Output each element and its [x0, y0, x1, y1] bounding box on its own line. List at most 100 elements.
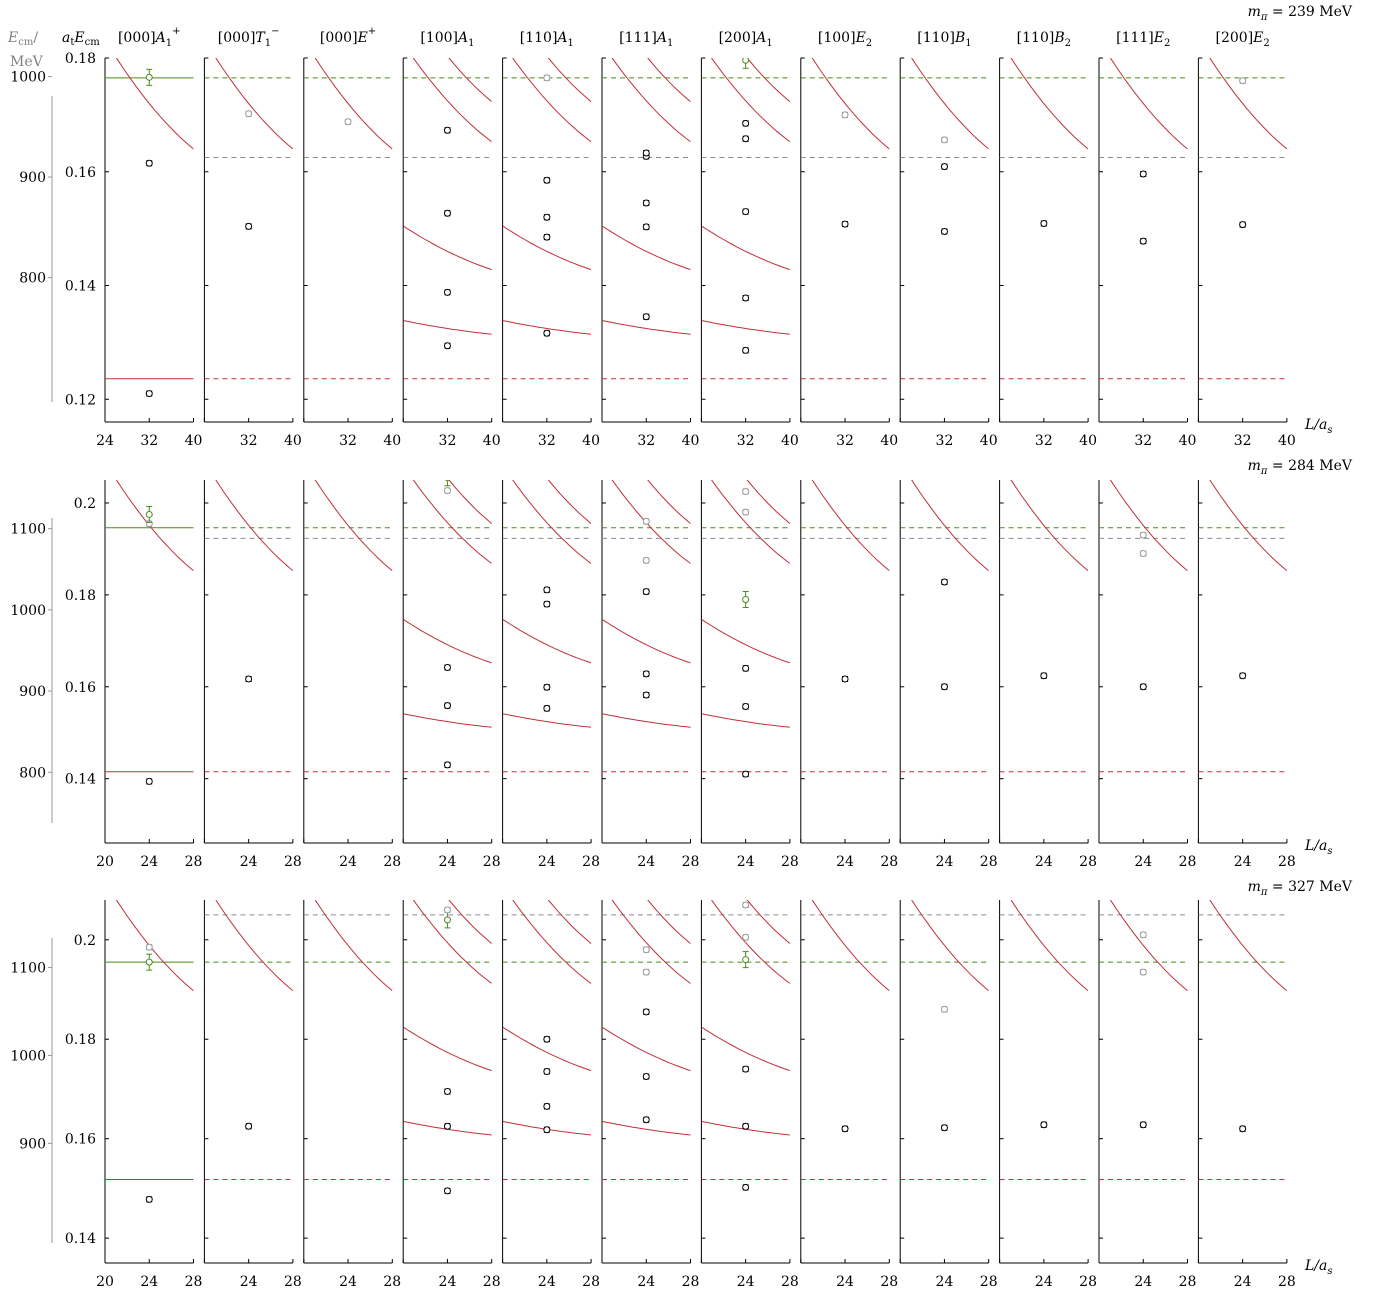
- energy-curve: [911, 900, 989, 992]
- data-point: [1139, 968, 1147, 976]
- x-tick-label: 24: [538, 1274, 556, 1290]
- x-tick-label: 24: [1134, 854, 1152, 870]
- data-point: [543, 74, 551, 82]
- data-point: [642, 1073, 650, 1081]
- x-tick-label: 24: [737, 1274, 755, 1290]
- panel: 24 28: [700, 900, 799, 1290]
- data-point: [543, 1102, 551, 1110]
- panel-content: [204, 900, 293, 1180]
- data-point: [742, 294, 750, 302]
- x-tick-label: 24: [439, 1274, 457, 1290]
- x-tick-label: 24: [339, 1274, 357, 1290]
- data-point: [544, 454, 550, 460]
- x-tick-label: 28: [582, 1274, 600, 1290]
- data-point: [443, 916, 451, 924]
- data-point: [1139, 683, 1147, 691]
- energy-curve: [811, 480, 890, 572]
- x-tick-label: 24: [1134, 1274, 1152, 1290]
- panel: 24 28: [1098, 480, 1196, 870]
- energy-curve: [602, 320, 691, 335]
- mev-tick-label: 1000: [10, 70, 46, 86]
- x-tick-label: 24: [538, 854, 556, 870]
- irrep-label: [111]E2: [1116, 30, 1170, 49]
- x-tick-label: 40: [1079, 433, 1097, 449]
- mev-tick-label: 900: [19, 170, 46, 186]
- panel: 24 28: [1197, 900, 1296, 1290]
- data-point: [742, 664, 750, 672]
- data-point: [145, 943, 153, 951]
- energy-curve: [412, 900, 492, 984]
- energy-curve: [710, 58, 790, 143]
- data-point: [1139, 931, 1147, 939]
- panel: 32 40: [203, 57, 302, 449]
- panel-content: [105, 58, 194, 398]
- x-tick-label: 24: [1234, 854, 1252, 870]
- energy-curve: [701, 618, 790, 664]
- x-axis-label: L/as: [1304, 1258, 1333, 1277]
- mev-tick-label: 800: [19, 271, 46, 287]
- data-point: [642, 691, 650, 699]
- data-point: [444, 454, 450, 460]
- y-tick-label: 0.2: [74, 496, 96, 512]
- x-tick-label: 28: [284, 854, 302, 870]
- panel: 24 28: [700, 480, 799, 870]
- panel-content: [999, 480, 1089, 773]
- data-point: [1239, 221, 1247, 229]
- energy-curve: [1209, 900, 1287, 992]
- energy-curve: [710, 900, 790, 984]
- data-point: [444, 480, 451, 482]
- y-tick-label: 0.16: [65, 680, 96, 696]
- irrep-label: [110]A1: [520, 30, 574, 49]
- x-tick-label: 32: [339, 433, 357, 449]
- y-tick-label: 0.14: [65, 1231, 96, 1247]
- panel: 24 28: [601, 480, 700, 870]
- x-tick-label: 40: [1179, 433, 1197, 449]
- x-tick-label: 24: [1035, 854, 1053, 870]
- x-tick-label: 24: [836, 854, 854, 870]
- panel-content: [1099, 58, 1188, 380]
- energy-curve: [602, 618, 691, 664]
- panel: 24 32 40: [96, 57, 202, 449]
- data-point: [1139, 1121, 1147, 1129]
- energy-curve: [602, 1120, 691, 1136]
- energy-curve: [512, 480, 592, 564]
- data-point: [145, 159, 153, 167]
- data-point: [940, 227, 948, 235]
- data-point: [543, 176, 551, 184]
- energy-curve: [314, 480, 393, 572]
- data-point: [642, 670, 650, 678]
- x-tick-label: 24: [240, 1274, 258, 1290]
- panel-content: [1198, 900, 1287, 1180]
- data-point: [145, 1195, 153, 1203]
- energy-curve: [403, 1026, 492, 1072]
- axis-labels: Ecm/ MeV atEcm: [7, 30, 100, 70]
- data-point: [742, 135, 750, 143]
- data-point: [443, 342, 451, 350]
- panel-content: [602, 58, 691, 380]
- mev-tick-label: 1000: [10, 1048, 46, 1064]
- mev-tick-label: 1100: [10, 961, 46, 977]
- data-point: [1139, 170, 1147, 178]
- x-tick-label: 28: [284, 1274, 302, 1290]
- panel: 20 24 28: [96, 900, 202, 1290]
- x-tick-label: 28: [1278, 1274, 1296, 1290]
- data-point: [841, 220, 849, 228]
- data-point: [1139, 531, 1147, 539]
- energy-curve: [1209, 480, 1287, 572]
- energy-curve: [314, 58, 393, 150]
- mev-tick-label: 900: [19, 1136, 46, 1152]
- panel: 24 28: [502, 454, 600, 870]
- panel-content: [800, 58, 890, 380]
- panel: 24 28: [203, 480, 302, 870]
- energy-curve: [602, 1026, 691, 1072]
- panel: 24 28: [999, 480, 1097, 870]
- x-tick-label: 28: [1278, 854, 1296, 870]
- x-tick-label: 32: [637, 433, 655, 449]
- data-point: [642, 556, 650, 564]
- panel-content: [800, 480, 890, 773]
- energy-curve: [701, 320, 790, 335]
- energy-curve: [502, 713, 592, 728]
- x-tick-label: 28: [682, 854, 700, 870]
- panel: 24 28: [800, 480, 898, 870]
